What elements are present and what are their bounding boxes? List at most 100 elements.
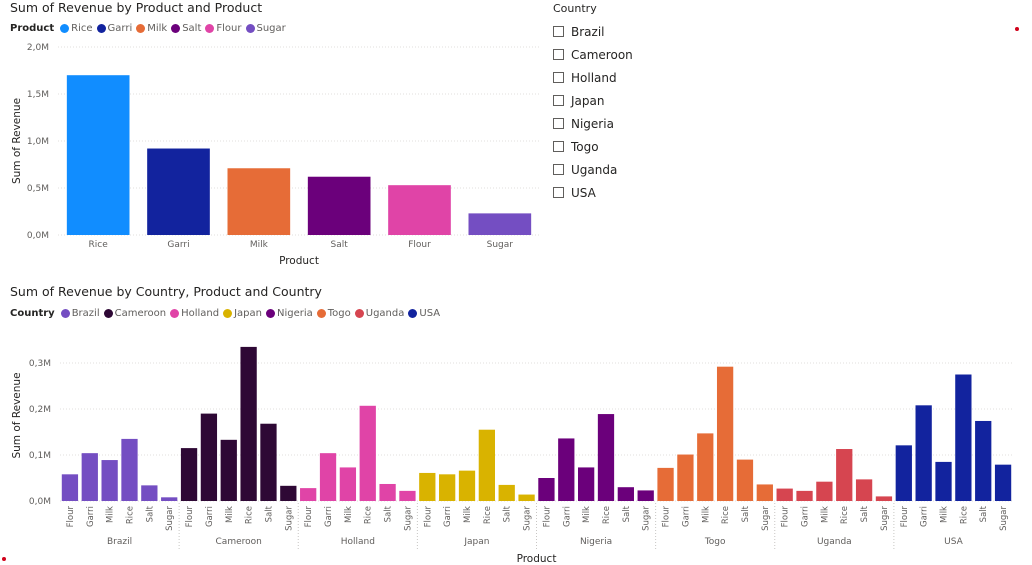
chart2-bar-uganda-salt[interactable] [855, 479, 873, 501]
slicer-item-japan[interactable]: Japan [553, 89, 713, 112]
chart2-legend-item-togo[interactable]: Togo [316, 308, 351, 319]
slicer-item-brazil[interactable]: Brazil [553, 20, 713, 43]
chart2-bar-nigeria-garri[interactable] [558, 438, 575, 501]
chart2-x-tick: Milk [820, 506, 830, 523]
chart2-bar-uganda-milk[interactable] [816, 481, 833, 501]
chart2-bar-cameroon-garri[interactable] [200, 413, 218, 501]
chart1-legend-item-milk[interactable]: Milk [136, 23, 167, 34]
chart2-bar-togo-sugar[interactable] [756, 484, 773, 501]
chart1-bar-rice[interactable] [66, 75, 130, 235]
chart2-bar-togo-garri[interactable] [677, 454, 694, 501]
chart2-bar-japan-salt[interactable] [498, 484, 515, 501]
chart2-bar-japan-sugar[interactable] [518, 494, 535, 501]
chart2-bar-togo-flour[interactable] [657, 467, 674, 501]
chart2-bar-brazil-milk[interactable] [101, 460, 118, 501]
chart2-x-tick: Sugar [284, 506, 294, 531]
chart2-bar-japan-rice[interactable] [478, 429, 496, 501]
slicer-item-label: Japan [571, 93, 605, 108]
chart2-bar-holland-rice[interactable] [359, 405, 376, 501]
slicer-item-usa[interactable]: USA [553, 181, 713, 204]
chart2-x-tick: Sugar [165, 506, 175, 531]
chart1-bar-garri[interactable] [147, 148, 210, 235]
chart2-bar-usa-milk[interactable] [935, 461, 952, 501]
chart2-bar-usa-salt[interactable] [975, 420, 992, 501]
slicer-item-nigeria[interactable]: Nigeria [553, 112, 713, 135]
chart2-bar-holland-sugar[interactable] [399, 490, 416, 501]
chart2-bar-usa-flour[interactable] [895, 445, 912, 501]
chart2-legend-item-holland[interactable]: Holland [170, 308, 219, 319]
chart1-bar-milk[interactable] [227, 168, 291, 235]
chart1-bar-flour[interactable] [388, 185, 451, 235]
chart2-bar-cameroon-flour[interactable] [180, 448, 198, 501]
chart2-bar-brazil-salt[interactable] [141, 485, 158, 501]
chart2-bar-cameroon-rice[interactable] [240, 346, 257, 501]
chart2-bar-holland-garri[interactable] [319, 453, 337, 501]
chart2-bar-uganda-sugar[interactable] [875, 496, 893, 501]
chart1-y-tick: 1,0M [27, 137, 49, 147]
chart1-bar-sugar[interactable] [468, 213, 532, 235]
chart2-bar-brazil-sugar[interactable] [161, 497, 178, 501]
chart2-legend-item-usa[interactable]: USA [408, 308, 440, 319]
chart2-bar-togo-rice[interactable] [716, 366, 734, 501]
chart2-bar-togo-milk[interactable] [697, 433, 714, 501]
chart1-legend-item-rice[interactable]: Rice [60, 23, 93, 34]
chart1-legend-item-garri[interactable]: Garri [96, 23, 132, 34]
chart2-legend-item-nigeria[interactable]: Nigeria [265, 308, 313, 319]
chart2-bar-japan-milk[interactable] [458, 470, 476, 501]
chart2-bar-nigeria-flour[interactable] [538, 478, 555, 501]
slicer-item-uganda[interactable]: Uganda [553, 158, 713, 181]
chart2-bar-cameroon-milk[interactable] [220, 439, 237, 501]
chart2-bar-usa-sugar[interactable] [994, 464, 1012, 501]
chart2-x-tick: Rice [483, 506, 493, 524]
chart2-bar-japan-garri[interactable] [439, 474, 456, 501]
chart2-bar-holland-milk[interactable] [339, 467, 357, 501]
chart2-bar-usa-garri[interactable] [915, 405, 932, 501]
chart2-legend-item-cameroon[interactable]: Cameroon [103, 308, 166, 319]
chart2-x-tick: Salt [503, 505, 513, 522]
chart2-bar-brazil-rice[interactable] [121, 438, 138, 501]
chart2-x-tick: Rice [959, 506, 969, 524]
chart2-legend-swatch [170, 309, 180, 318]
chart1-legend-item-flour[interactable]: Flour [205, 23, 242, 34]
chart2-bar-cameroon-sugar[interactable] [280, 485, 297, 501]
chart2-x-tick: Sugar [642, 506, 652, 531]
chart2-bar-usa-rice[interactable] [955, 374, 972, 502]
chart1-legend-item-salt[interactable]: Salt [171, 23, 201, 34]
chart2-bar-holland-flour[interactable] [300, 488, 317, 501]
chart2-legend-item-brazil[interactable]: Brazil [60, 308, 100, 319]
slicer-checkbox[interactable] [553, 164, 564, 175]
chart2-bar-togo-salt[interactable] [736, 459, 754, 501]
chart2-bar-uganda-flour[interactable] [776, 488, 793, 501]
chart2-bar-brazil-flour[interactable] [61, 474, 79, 501]
chart2-x-tick: Rice [721, 506, 731, 524]
chart2-bar-nigeria-sugar[interactable] [637, 490, 654, 501]
slicer-checkbox[interactable] [553, 26, 564, 37]
slicer-checkbox[interactable] [553, 141, 564, 152]
slicer-checkbox[interactable] [553, 187, 564, 198]
chart2-y-tick: 0,3M [29, 359, 51, 369]
chart2-bar-nigeria-rice[interactable] [597, 414, 615, 501]
slicer-checkbox[interactable] [553, 95, 564, 106]
chart2-bar-holland-salt[interactable] [379, 483, 396, 501]
chart2-legend-item-japan[interactable]: Japan [223, 308, 262, 319]
chart2-bar-cameroon-salt[interactable] [260, 423, 277, 501]
chart2-legend-item-uganda[interactable]: Uganda [354, 308, 404, 319]
chart2-bar-japan-flour[interactable] [419, 472, 436, 501]
slicer-checkbox[interactable] [553, 72, 564, 83]
chart2-bar-uganda-garri[interactable] [796, 490, 813, 501]
chart2-bar-brazil-garri[interactable] [81, 453, 98, 501]
slicer-checkbox[interactable] [553, 118, 564, 129]
chart1-bar-salt[interactable] [307, 176, 371, 235]
chart1-y-tick: 2,0M [27, 43, 49, 53]
chart2-bar-nigeria-milk[interactable] [577, 467, 595, 501]
chart2-x-tick: Sugar [523, 506, 533, 531]
chart2-bar-nigeria-salt[interactable] [617, 487, 634, 501]
chart2-x-tick: Milk [940, 506, 950, 523]
chart2-bar-uganda-rice[interactable] [836, 449, 853, 501]
chart2-legend-label: Brazil [71, 308, 100, 319]
chart1-legend-item-sugar[interactable]: Sugar [245, 23, 286, 34]
slicer-checkbox[interactable] [553, 49, 564, 60]
slicer-item-cameroon[interactable]: Cameroon [553, 43, 713, 66]
slicer-item-togo[interactable]: Togo [553, 135, 713, 158]
slicer-item-holland[interactable]: Holland [553, 66, 713, 89]
